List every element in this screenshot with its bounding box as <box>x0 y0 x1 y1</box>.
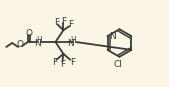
Text: H: H <box>70 36 76 45</box>
Text: O: O <box>17 40 23 49</box>
Text: F: F <box>70 58 75 67</box>
Text: F: F <box>54 18 59 27</box>
Text: F: F <box>68 20 73 29</box>
Text: Cl: Cl <box>113 60 122 69</box>
Text: F: F <box>60 60 65 69</box>
Text: N: N <box>109 32 116 41</box>
Text: N: N <box>34 39 41 48</box>
Text: F: F <box>61 17 66 26</box>
Text: N: N <box>67 39 74 48</box>
Text: H: H <box>36 36 42 45</box>
Text: O: O <box>25 29 32 38</box>
Text: F: F <box>52 58 57 67</box>
